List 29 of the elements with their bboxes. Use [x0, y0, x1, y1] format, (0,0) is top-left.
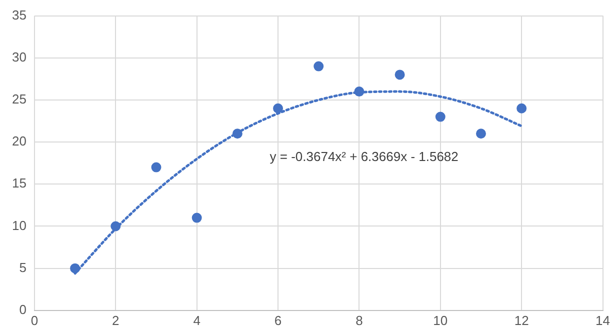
y-tick-label: 5 [19, 260, 26, 275]
x-tick-label: 14 [596, 312, 610, 328]
annotation: y = -0.3674x² + 6.3669x - 1.5682 [270, 148, 458, 164]
y-tick-label: 20 [12, 134, 26, 149]
y-tick-label: 10 [12, 218, 26, 233]
x-tick-label: 10 [433, 312, 448, 328]
point [516, 103, 527, 114]
point [232, 128, 242, 139]
y-tick-label: 35 [12, 7, 26, 22]
point [314, 61, 324, 72]
x-tick-label: 2 [112, 312, 120, 328]
point [151, 162, 162, 172]
point [435, 112, 446, 122]
x-tick-label: 12 [514, 312, 529, 328]
point [476, 128, 486, 139]
point [70, 263, 80, 274]
y-tick-label: 30 [12, 49, 26, 64]
x-tick-label: 4 [193, 312, 200, 328]
x-tick-label: 8 [356, 312, 363, 328]
point [354, 86, 364, 97]
point [192, 212, 202, 223]
x-tick-label: 6 [274, 312, 282, 328]
x-tick-label: 0 [30, 312, 38, 328]
y-tick-label: 0 [19, 302, 26, 317]
y-tick-label: 15 [12, 176, 26, 191]
point [273, 103, 284, 114]
point [110, 221, 121, 232]
point [394, 70, 405, 80]
y-tick-label: 25 [12, 92, 26, 107]
